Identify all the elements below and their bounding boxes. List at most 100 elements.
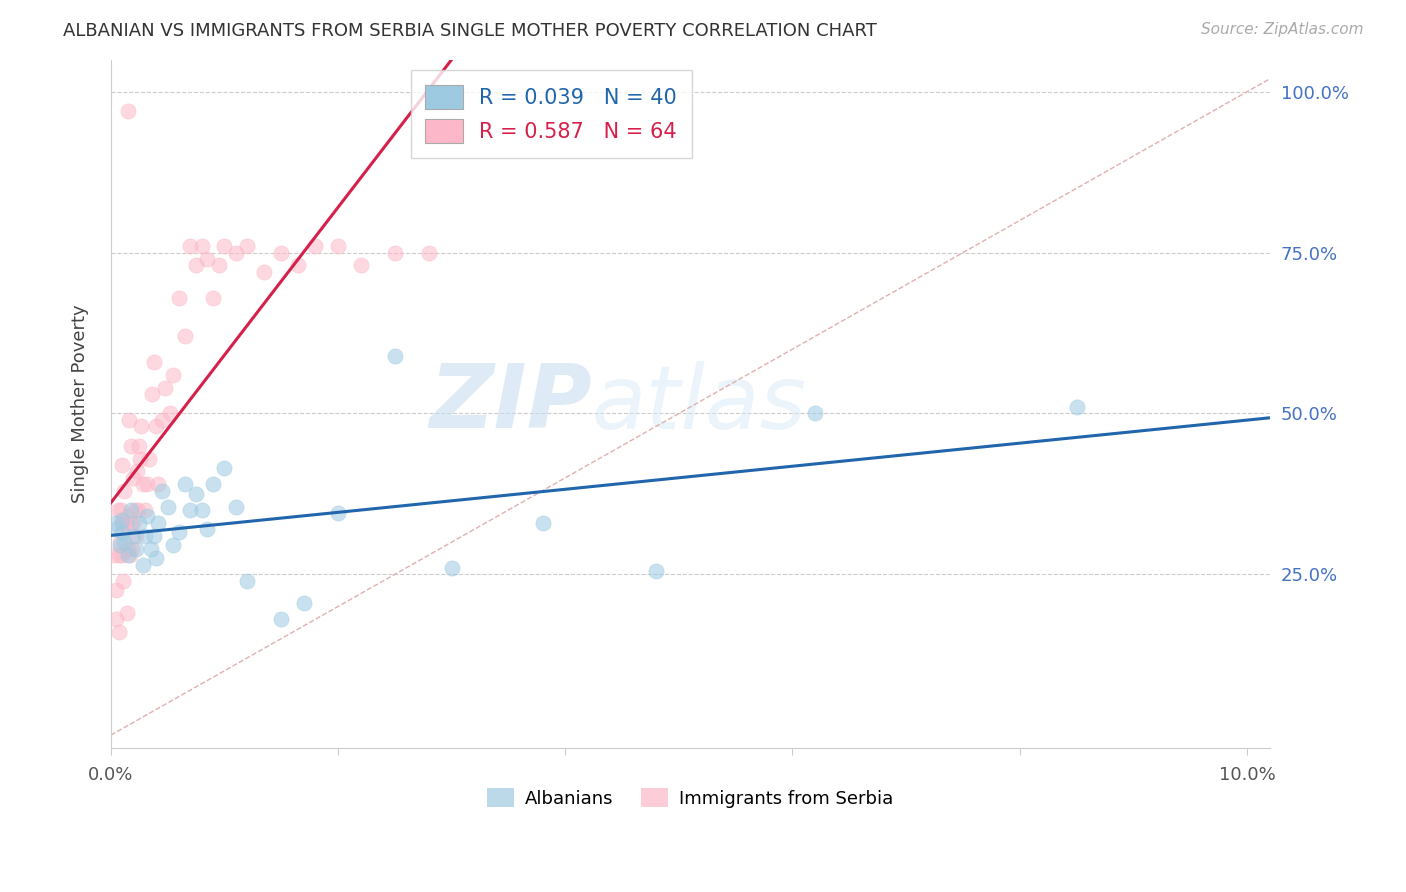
Point — [125, 529, 148, 543]
Point — [184, 487, 207, 501]
Point — [304, 239, 326, 253]
Point — [202, 291, 225, 305]
Point — [105, 522, 128, 536]
Point — [418, 245, 440, 260]
Point — [173, 329, 195, 343]
Point — [804, 407, 827, 421]
Point — [142, 529, 165, 543]
Point — [136, 509, 159, 524]
Point — [384, 245, 406, 260]
Point — [253, 265, 276, 279]
Point — [184, 259, 207, 273]
Point — [120, 516, 142, 530]
Point — [114, 516, 136, 530]
Point — [128, 439, 150, 453]
Point — [179, 239, 201, 253]
Text: Source: ZipAtlas.com: Source: ZipAtlas.com — [1201, 22, 1364, 37]
Point — [122, 529, 145, 543]
Point — [122, 471, 145, 485]
Point — [190, 503, 212, 517]
Point — [111, 548, 134, 562]
Point — [103, 548, 125, 562]
Point — [190, 239, 212, 253]
Point — [156, 500, 179, 514]
Point — [326, 506, 349, 520]
Point — [107, 548, 129, 562]
Point — [195, 252, 218, 266]
Point — [105, 612, 128, 626]
Point — [111, 525, 134, 540]
Point — [111, 516, 134, 530]
Point — [115, 606, 138, 620]
Point — [110, 503, 132, 517]
Point — [112, 516, 135, 530]
Point — [117, 541, 139, 556]
Point — [107, 625, 129, 640]
Text: ALBANIAN VS IMMIGRANTS FROM SERBIA SINGLE MOTHER POVERTY CORRELATION CHART: ALBANIAN VS IMMIGRANTS FROM SERBIA SINGL… — [63, 22, 877, 40]
Point — [531, 516, 554, 530]
Point — [225, 500, 247, 514]
Point — [131, 477, 153, 491]
Point — [326, 239, 349, 253]
Point — [118, 413, 141, 427]
Text: ZIP: ZIP — [429, 360, 592, 447]
Point — [645, 564, 668, 578]
Point — [162, 368, 184, 382]
Point — [131, 419, 153, 434]
Point — [141, 387, 163, 401]
Point — [236, 239, 259, 253]
Point — [162, 538, 184, 552]
Point — [129, 451, 152, 466]
Point — [142, 355, 165, 369]
Point — [127, 503, 149, 517]
Legend: Albanians, Immigrants from Serbia: Albanians, Immigrants from Serbia — [481, 780, 900, 814]
Point — [214, 239, 236, 253]
Point — [117, 509, 139, 524]
Point — [155, 381, 177, 395]
Point — [148, 477, 170, 491]
Point — [124, 503, 146, 517]
Point — [179, 503, 201, 517]
Point — [117, 548, 139, 562]
Point — [128, 516, 150, 530]
Point — [108, 538, 131, 552]
Point — [125, 541, 148, 556]
Point — [384, 349, 406, 363]
Point — [208, 259, 231, 273]
Point — [112, 535, 135, 549]
Point — [150, 413, 173, 427]
Point — [120, 548, 142, 562]
Point — [167, 525, 190, 540]
Point — [214, 461, 236, 475]
Point — [107, 503, 129, 517]
Point — [292, 596, 315, 610]
Point — [112, 574, 135, 588]
Point — [131, 558, 153, 572]
Point — [1066, 400, 1088, 414]
Point — [145, 419, 167, 434]
Point — [112, 483, 135, 498]
Point — [134, 503, 156, 517]
Point — [125, 464, 148, 478]
Point — [136, 477, 159, 491]
Point — [270, 612, 292, 626]
Point — [270, 245, 292, 260]
Point — [225, 245, 247, 260]
Point — [167, 291, 190, 305]
Point — [108, 535, 131, 549]
Point — [120, 503, 142, 517]
Point — [139, 541, 162, 556]
Point — [236, 574, 259, 588]
Point — [111, 458, 134, 472]
Point — [287, 259, 309, 273]
Y-axis label: Single Mother Poverty: Single Mother Poverty — [72, 304, 89, 503]
Point — [121, 541, 143, 556]
Text: atlas: atlas — [592, 361, 807, 447]
Point — [145, 551, 167, 566]
Point — [440, 561, 463, 575]
Point — [134, 529, 156, 543]
Point — [202, 477, 225, 491]
Point — [159, 407, 181, 421]
Point — [350, 259, 373, 273]
Point — [120, 439, 142, 453]
